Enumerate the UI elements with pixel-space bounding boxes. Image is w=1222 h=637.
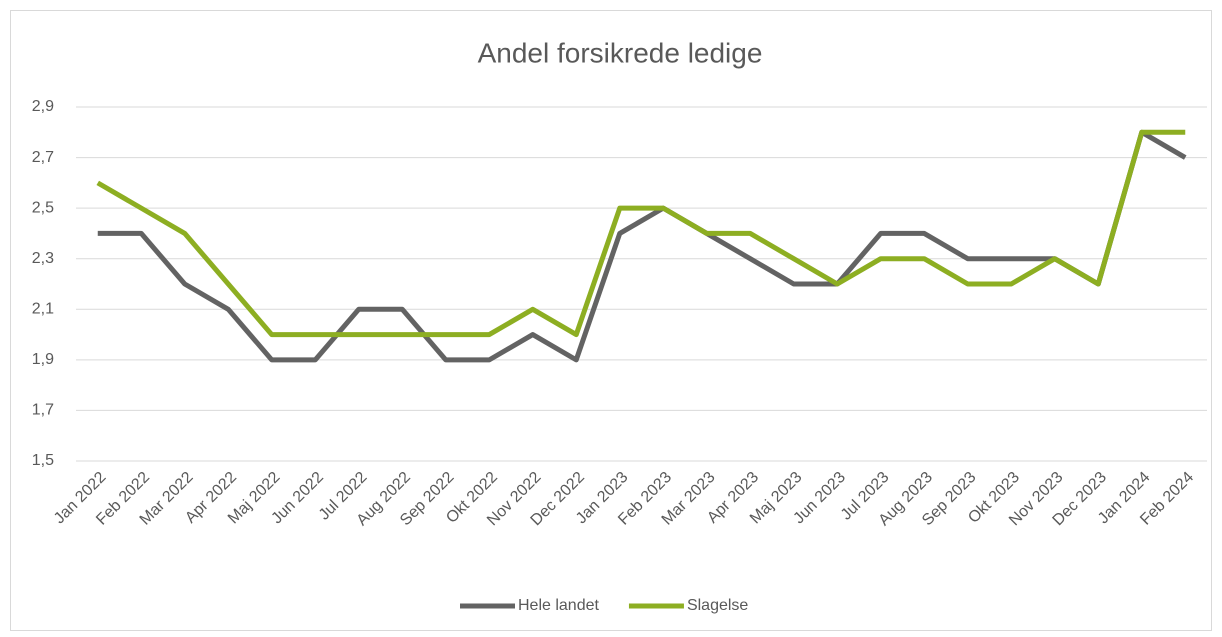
y-tick-label: 2,3 (32, 250, 54, 267)
chart-title: Andel forsikrede ledige (478, 37, 763, 68)
y-tick-label: 2,7 (32, 149, 54, 166)
series-line (97, 129, 1187, 363)
y-tick-label: 1,9 (32, 351, 54, 368)
y-tick-label: 2,5 (32, 199, 54, 216)
chart-border (10, 10, 1212, 631)
legend-label: Slagelse (687, 597, 748, 614)
y-tick-label: 1,7 (32, 402, 54, 419)
series-line (96, 129, 1186, 338)
legend-label: Hele landet (518, 597, 600, 614)
y-tick-label: 2,1 (32, 301, 54, 318)
y-tick-label: 2,9 (32, 98, 54, 115)
y-tick-label: 1,5 (32, 452, 54, 469)
